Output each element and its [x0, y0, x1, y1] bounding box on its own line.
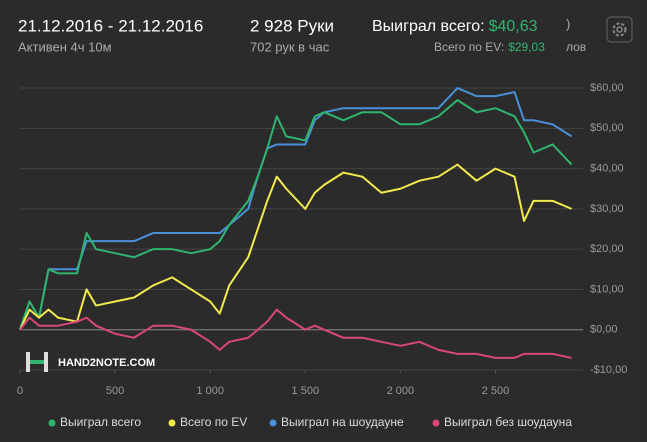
series-line: [19, 163, 572, 331]
gear-hub[interactable]: [616, 26, 623, 33]
date-range: 21.12.2016 - 21.12.2016: [18, 16, 203, 35]
y-tick-label: $50,00: [590, 122, 624, 134]
ev-value: $29,03: [508, 40, 545, 54]
y-tick-label: $40,00: [590, 163, 624, 175]
plot: -$10,00 $0,00 $10,00 $20,00 $30,00 $40,00 $50,…: [17, 82, 627, 397]
x-tick-label: 500: [106, 385, 124, 397]
hands-per-hour: 702 рук в час: [250, 39, 330, 54]
legend-marker: [269, 419, 277, 427]
watermark-text: HAND2NOTE.COM: [58, 357, 155, 369]
x-tick-label: 0: [17, 385, 23, 397]
legend-label: Выиграл всего: [60, 415, 141, 429]
settings-button[interactable]: [606, 16, 633, 43]
x-tick-label: 2 000: [387, 385, 415, 397]
x-tick-label: 2 500: [482, 385, 510, 397]
active-time: Активен 4ч 10м: [18, 39, 112, 54]
ev-total: Всего по EV: $29,03: [434, 40, 545, 54]
fragment: лов: [566, 40, 586, 54]
logo-bar: [26, 352, 30, 372]
fragment: ): [566, 16, 570, 31]
won-value: $40,63: [489, 18, 538, 35]
legend-label: Всего по EV: [180, 415, 247, 429]
gear-icon[interactable]: [612, 22, 627, 37]
won-label: Выиграл всего:: [372, 18, 485, 35]
watermark: HAND2NOTE.COM: [26, 352, 155, 372]
x-tick-label: 1 000: [196, 385, 224, 397]
series-line: [19, 308, 572, 359]
logo-bar: [30, 360, 44, 364]
y-tick-label: $0,00: [590, 324, 618, 336]
series-line: [19, 99, 573, 331]
legend-marker: [432, 419, 440, 427]
won-total: Выиграл всего: $40,63: [372, 18, 538, 35]
hands: 2 928 Руки: [250, 16, 334, 35]
x-tick-label: 1 500: [292, 385, 320, 397]
y-tick-label: $20,00: [590, 243, 624, 255]
legend-marker: [48, 419, 56, 427]
legend-label: Выиграл на шоудауне: [281, 415, 404, 429]
y-tick-label: -$10,00: [590, 364, 627, 376]
legend-marker: [168, 419, 176, 427]
legend-label: Выиграл без шоудауна: [444, 415, 572, 429]
settings-frame[interactable]: [606, 16, 633, 43]
y-tick-label: $10,00: [590, 283, 624, 295]
ev-label: Всего по EV:: [434, 40, 504, 54]
y-tick-label: $60,00: [590, 82, 624, 94]
y-tick-label: $30,00: [590, 203, 624, 215]
series-line: [19, 87, 573, 331]
logo-bar: [44, 352, 48, 372]
